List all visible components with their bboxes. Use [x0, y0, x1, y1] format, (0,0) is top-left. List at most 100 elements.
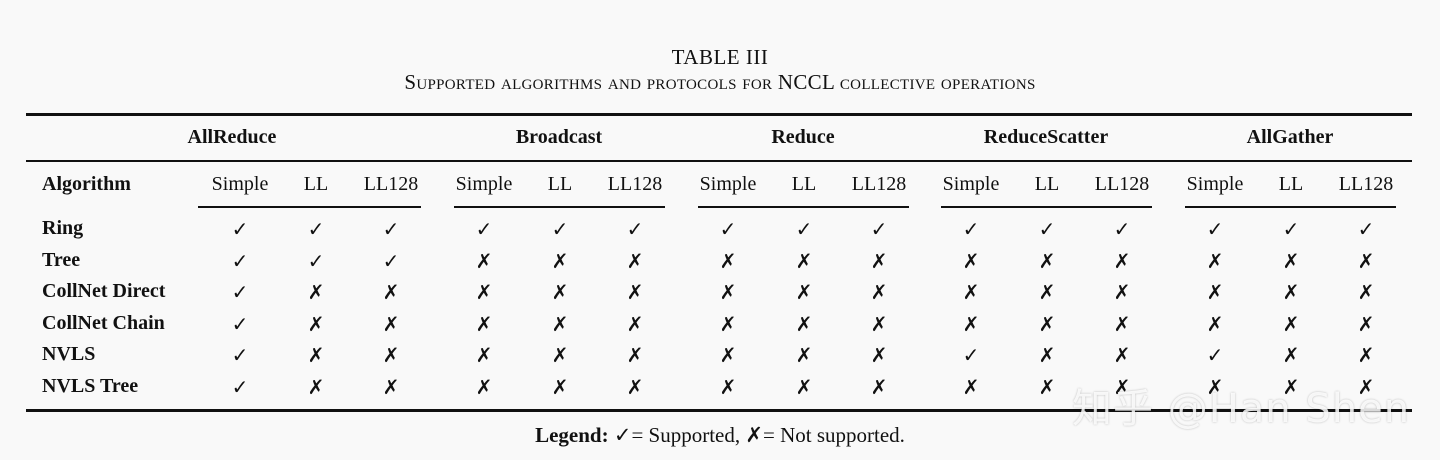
cross-icon: ✗	[307, 375, 325, 399]
group-subrule	[454, 206, 665, 208]
check-icon: ✓	[613, 423, 632, 447]
protocol-column-header: Simple	[211, 173, 269, 195]
cross-icon: ✗	[719, 312, 737, 336]
cross-icon: ✗	[551, 375, 569, 399]
protocol-column-header: LL	[1034, 173, 1060, 195]
check-icon: ✓	[1113, 217, 1131, 241]
cross-icon: ✗	[1038, 280, 1056, 304]
group-header-allreduce: AllReduce	[187, 126, 277, 148]
protocol-column-header: Simple	[942, 173, 1000, 195]
cross-icon: ✗	[795, 343, 813, 367]
protocol-column-header: LL	[1278, 173, 1304, 195]
group-header-broadcast: Broadcast	[515, 126, 603, 148]
cross-icon: ✗	[1357, 375, 1375, 399]
cross-icon: ✗	[382, 312, 400, 336]
cross-icon: ✗	[382, 375, 400, 399]
cross-icon: ✗	[795, 312, 813, 336]
cross-icon: ✗	[307, 280, 325, 304]
cross-icon: ✗	[551, 280, 569, 304]
cross-icon: ✗	[1357, 343, 1375, 367]
cross-icon: ✗	[870, 343, 888, 367]
cross-icon: ✗	[962, 280, 980, 304]
cross-icon: ✗	[551, 312, 569, 336]
cross-icon: ✗	[1282, 343, 1300, 367]
check-icon: ✓	[231, 312, 249, 336]
cross-icon: ✗	[626, 249, 644, 273]
cross-icon: ✗	[795, 249, 813, 273]
cross-icon: ✗	[1038, 249, 1056, 273]
cross-icon: ✗	[475, 312, 493, 336]
group-subrule	[698, 206, 909, 208]
protocol-column-header: LL	[547, 173, 573, 195]
cross-icon: ✗	[1206, 312, 1224, 336]
cross-icon: ✗	[1038, 312, 1056, 336]
check-icon: ✓	[795, 217, 813, 241]
cross-icon: ✗	[719, 280, 737, 304]
check-icon: ✓	[231, 280, 249, 304]
cross-icon: ✗	[1282, 312, 1300, 336]
check-icon: ✓	[231, 217, 249, 241]
protocol-column-header: Simple	[1186, 173, 1244, 195]
check-icon: ✓	[231, 375, 249, 399]
top-rule	[26, 113, 1412, 116]
cross-icon: ✗	[870, 375, 888, 399]
check-icon: ✓	[382, 249, 400, 273]
cross-icon: ✗	[1113, 343, 1131, 367]
cross-icon: ✗	[1282, 249, 1300, 273]
group-subrule	[941, 206, 1152, 208]
cross-icon: ✗	[475, 280, 493, 304]
bottom-rule	[26, 409, 1412, 412]
cross-icon: ✗	[382, 343, 400, 367]
cross-icon: ✗	[626, 375, 644, 399]
group-header-reduce: Reduce	[771, 126, 835, 148]
legend-not-supported-text: = Not supported.	[762, 423, 905, 447]
legend-supported-text: = Supported,	[631, 423, 741, 447]
check-icon: ✓	[231, 249, 249, 273]
legend: Legend: ✓= Supported, ✗= Not supported.	[0, 423, 1440, 448]
cross-icon: ✗	[745, 423, 763, 447]
check-icon: ✓	[1282, 217, 1300, 241]
cross-icon: ✗	[307, 343, 325, 367]
cross-icon: ✗	[475, 343, 493, 367]
cross-icon: ✗	[962, 249, 980, 273]
check-icon: ✓	[962, 217, 980, 241]
cross-icon: ✗	[1113, 280, 1131, 304]
cross-icon: ✗	[1038, 343, 1056, 367]
cross-icon: ✗	[1357, 312, 1375, 336]
check-icon: ✓	[307, 249, 325, 273]
cross-icon: ✗	[962, 312, 980, 336]
row-label: Tree	[42, 249, 81, 271]
protocol-column-header: Simple	[455, 173, 513, 195]
cross-icon: ✗	[719, 249, 737, 273]
check-icon: ✓	[719, 217, 737, 241]
cross-icon: ✗	[870, 312, 888, 336]
cross-icon: ✗	[626, 343, 644, 367]
cross-icon: ✗	[475, 375, 493, 399]
cross-icon: ✗	[719, 375, 737, 399]
cross-icon: ✗	[870, 280, 888, 304]
protocol-column-header: Simple	[699, 173, 757, 195]
row-label: CollNet Direct	[42, 280, 166, 302]
check-icon: ✓	[870, 217, 888, 241]
cross-icon: ✗	[382, 280, 400, 304]
cross-icon: ✗	[307, 312, 325, 336]
cross-icon: ✗	[626, 280, 644, 304]
protocol-column-header: LL	[791, 173, 817, 195]
group-header-reducescatter: ReduceScatter	[983, 126, 1109, 148]
cross-icon: ✗	[1113, 375, 1131, 399]
protocol-column-header: LL128	[607, 173, 663, 195]
check-icon: ✓	[231, 343, 249, 367]
row-label: NVLS Tree	[42, 375, 139, 397]
cross-icon: ✗	[1206, 375, 1224, 399]
row-label: CollNet Chain	[42, 312, 165, 334]
cross-icon: ✗	[551, 343, 569, 367]
legend-title: Legend:	[535, 423, 609, 447]
protocol-column-header: LL128	[1338, 173, 1394, 195]
cross-icon: ✗	[719, 343, 737, 367]
row-label: NVLS	[42, 343, 96, 365]
cross-icon: ✗	[1038, 375, 1056, 399]
watermark: 知乎 @Han Shen	[1072, 386, 1411, 432]
group-subrule	[198, 206, 421, 208]
check-icon: ✓	[1206, 217, 1224, 241]
check-icon: ✓	[475, 217, 493, 241]
